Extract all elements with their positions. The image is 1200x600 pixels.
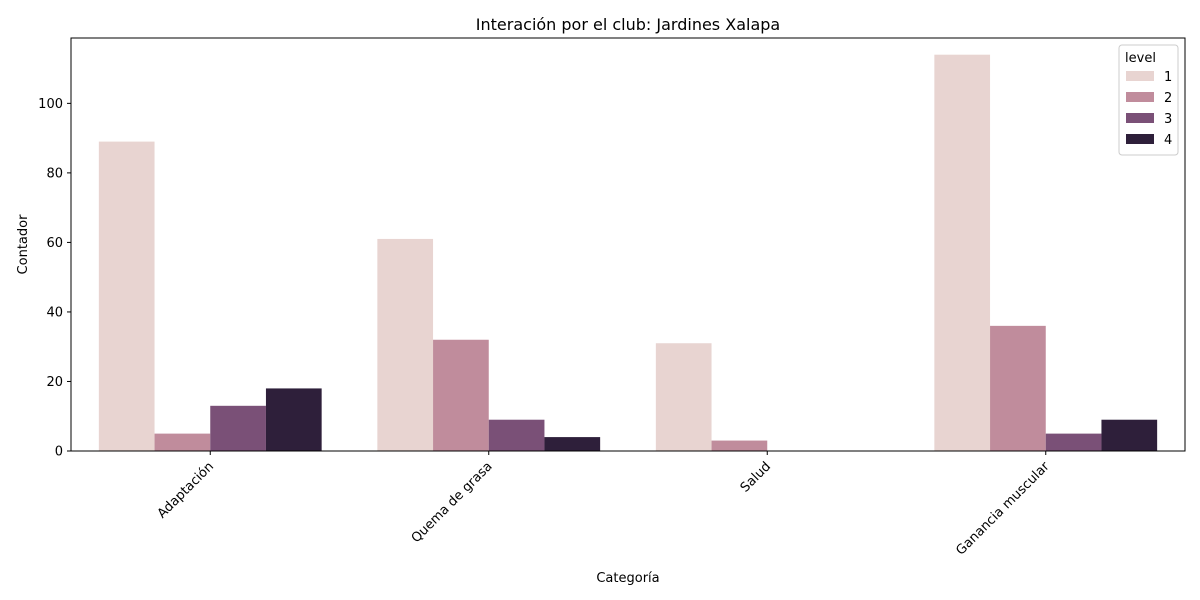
x-tick-label: Adaptación — [155, 459, 217, 521]
bar-4-level-2 — [990, 325, 1046, 451]
bar-2-level-1 — [377, 238, 434, 451]
y-tick-label: 40 — [46, 305, 63, 320]
legend-title: level — [1125, 51, 1156, 66]
y-tick-label: 100 — [38, 97, 63, 112]
bar-2-level-2 — [433, 339, 489, 451]
bar-2-level-4 — [544, 437, 601, 451]
legend-swatch-2 — [1126, 92, 1154, 102]
bars-group — [98, 54, 1158, 452]
x-tick-label: Salud — [738, 459, 774, 495]
bar-4-level-4 — [1101, 419, 1158, 451]
y-tick-label: 20 — [46, 375, 63, 390]
y-tick-label: 60 — [46, 236, 63, 251]
x-tick-label: Quema de grasa — [409, 459, 496, 546]
bar-1-level-1 — [98, 141, 155, 451]
x-tick-label: Ganancia muscular — [953, 459, 1053, 559]
legend-swatch-4 — [1126, 134, 1154, 144]
y-tick-label: 80 — [46, 166, 63, 181]
chart-title: Interación por el club: Jardines Xalapa — [476, 15, 780, 34]
legend-swatch-1 — [1126, 71, 1154, 81]
legend-label-3: 3 — [1164, 112, 1172, 127]
bar-4-level-3 — [1045, 433, 1102, 451]
bar-3-level-2 — [711, 440, 768, 451]
legend-label-2: 2 — [1164, 91, 1172, 106]
y-axis-title: Contador — [16, 214, 31, 275]
bar-4-level-1 — [934, 54, 991, 452]
x-axis-title: Categoría — [596, 571, 659, 586]
bar-1-level-2 — [154, 433, 211, 451]
y-tick-label: 0 — [55, 445, 63, 460]
plot-frame — [70, 37, 1186, 452]
legend-swatch-3 — [1126, 113, 1154, 123]
x-axis: Adaptación Quema de grasa Salud Ganancia mu… — [155, 451, 1053, 558]
bar-3-level-1 — [655, 343, 712, 451]
bar-1-level-4 — [265, 388, 322, 451]
bar-1-level-3 — [210, 405, 266, 451]
legend: level 1 2 3 4 — [1118, 44, 1179, 156]
legend-label-4: 4 — [1164, 133, 1172, 148]
legend-label-1: 1 — [1164, 70, 1172, 85]
y-axis: 0 20 40 60 80 100 — [38, 97, 71, 460]
bar-2-level-3 — [488, 419, 545, 451]
